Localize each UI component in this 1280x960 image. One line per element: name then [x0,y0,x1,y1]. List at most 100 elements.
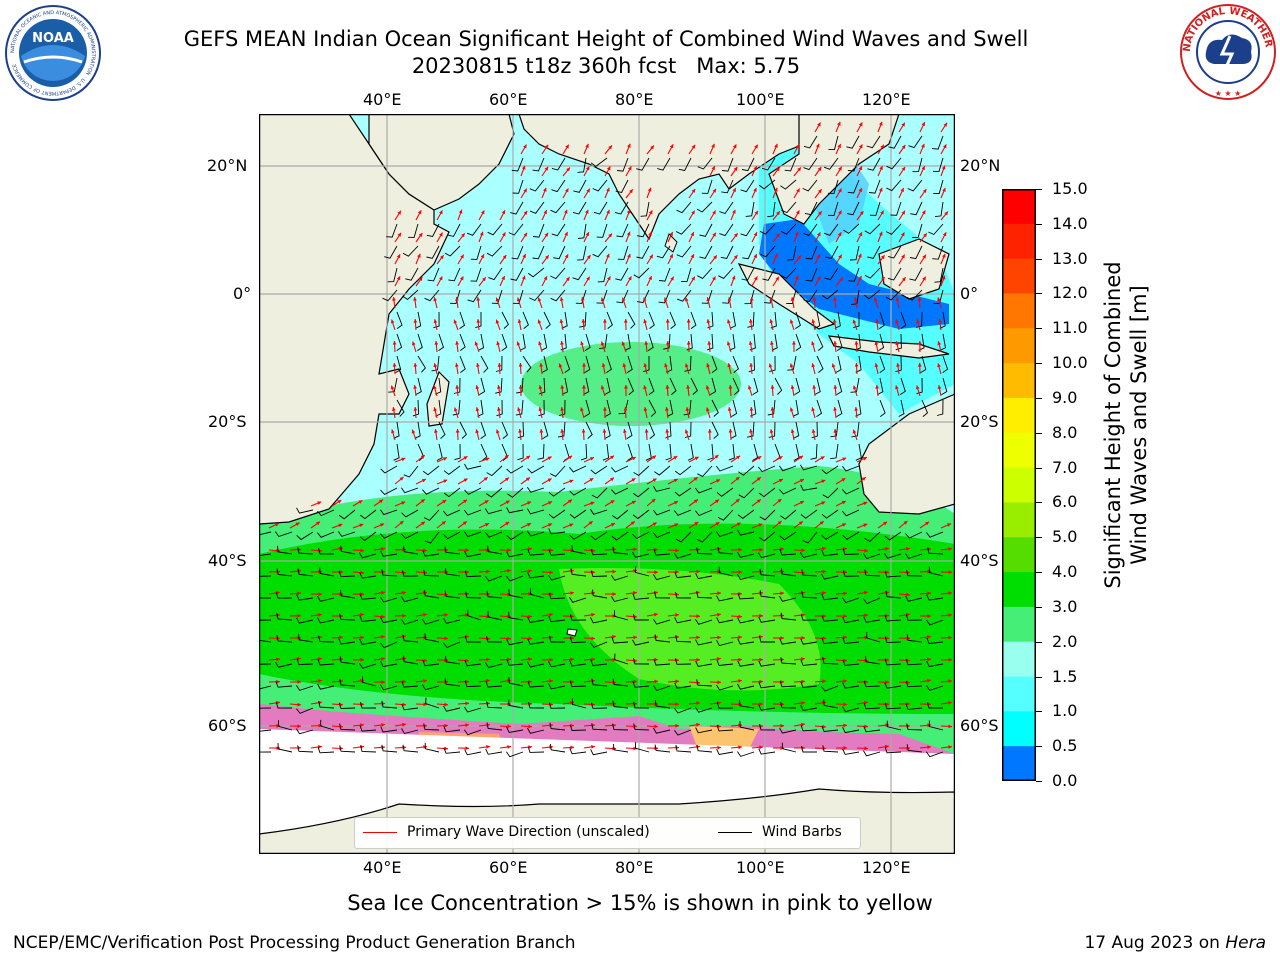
wave-arrowhead [843,746,847,750]
wind-barb [485,531,503,538]
wave-arrowhead [570,657,574,662]
wind-barb [884,682,902,689]
wind-barb [863,597,881,605]
wind-barb [464,531,482,538]
wind-barb [803,223,818,236]
wind-barb [801,591,818,599]
wave-arrowhead [521,165,526,170]
wind-barb [380,661,398,668]
wind-barb [711,421,719,439]
wave-arrowhead [421,521,425,526]
wave-arrowhead [381,635,385,639]
wind-barb [611,596,629,603]
wind-barb [909,267,923,281]
wind-barb [850,289,860,306]
wave-arrowhead [674,501,678,505]
wave-arrowhead [537,319,542,324]
wave-arrowhead [948,724,952,729]
wave-arrowhead [480,254,485,259]
wind-barb [737,751,755,757]
wind-barb [477,399,484,417]
wind-barb [821,615,839,622]
wave-arrowhead [885,680,889,685]
wave-arrowhead [402,679,406,684]
wind-barb [762,267,776,281]
wave-arrowhead [917,363,922,367]
wave-arrowhead [774,253,778,258]
wave-arrowhead [759,547,763,552]
wind-barb [626,355,633,373]
wave-arrowhead [864,548,868,553]
wind-barb [824,267,839,281]
wave-arrowhead [381,614,385,619]
wave-arrowhead [486,657,490,662]
wind-barb [732,377,740,395]
wave-arrowhead [392,297,396,301]
wind-barb [717,546,734,555]
wind-barb [674,658,692,665]
wave-arrowhead [444,702,448,707]
wave-arrowhead [864,613,868,618]
wave-arrowhead [434,429,438,433]
wave-arrowhead [717,635,721,640]
wind-barb [879,355,886,373]
wind-barb [259,751,272,753]
wave-arrowhead [906,592,910,597]
wind-barb [584,333,591,351]
wave-arrowhead [444,613,448,617]
wave-arrowhead [759,679,763,684]
wind-barb [380,531,398,539]
wind-barb [380,465,398,474]
lon-label-bottom-80e: 80°E [615,858,654,877]
wave-arrowhead [627,253,631,258]
wind-barb [653,574,671,581]
wind-barb [572,201,587,215]
colorbar [1002,189,1036,781]
wave-arrowhead [706,297,711,302]
wind-barb [401,681,419,688]
wave-arrowhead [607,276,611,281]
wind-barb [719,223,734,237]
wind-barb [444,590,461,599]
wave-arrowhead [801,722,805,727]
wave-arrowhead [523,210,528,215]
wave-arrowhead [317,501,322,505]
wind-barb [359,509,377,520]
wind-barb [707,443,714,461]
wind-barb [415,377,422,395]
wave-arrowhead [360,657,364,662]
wind-barb [506,551,524,558]
wind-barb [636,245,650,259]
wind-barb [934,267,944,283]
wind-barb [403,655,419,665]
wind-barb [424,589,440,599]
wave-arrowhead [738,547,742,552]
wave-arrowhead [591,745,595,749]
wave-arrowhead [390,385,395,390]
wind-barb [800,725,818,732]
wave-arrowhead [643,363,648,368]
wind-barb [916,377,923,395]
wave-arrowhead [684,297,689,302]
wave-arrowhead [790,297,795,301]
wave-arrowhead [548,501,553,505]
wind-barb [758,465,776,473]
wind-barb [758,660,776,667]
wind-barb [485,575,503,582]
wind-barb [926,531,944,538]
wave-arrowhead [359,523,364,528]
wave-arrowhead [770,385,775,389]
wind-barb [805,267,818,282]
wind-barb [584,399,591,417]
wave-arrowhead [878,187,883,192]
colorbar-segment [1002,641,1036,678]
wind-barb [360,745,377,753]
wind-barb [863,289,881,300]
wave-arrowhead [560,385,565,389]
wind-barb [654,465,671,476]
wind-barb [388,377,398,393]
wind-barb [864,531,881,543]
wave-arrowhead [465,679,469,684]
wind-barb [529,201,545,214]
colorbar-tick-label: 13.0 [1052,248,1088,268]
